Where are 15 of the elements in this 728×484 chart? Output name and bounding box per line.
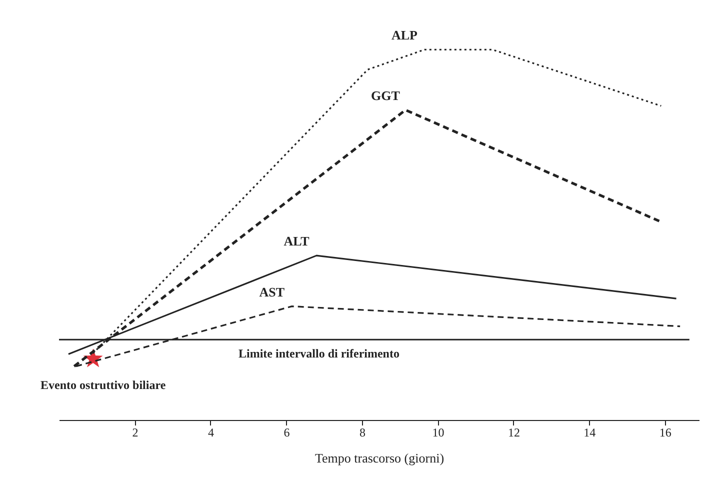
series-label: AST xyxy=(259,284,285,300)
x-tick-label: 4 xyxy=(208,426,214,440)
series-label: GGT xyxy=(371,88,400,103)
x-tick-label: 16 xyxy=(659,426,672,440)
x-tick-label: 12 xyxy=(508,426,520,440)
x-axis-title: Tempo trascorso (giorni) xyxy=(314,450,444,466)
x-tick-label: 14 xyxy=(584,426,596,440)
ref-line-label: Limite intervallo di riferimento xyxy=(238,346,400,361)
x-tick-label: 6 xyxy=(284,426,290,440)
x-tick-label: 2 xyxy=(132,426,138,440)
series-label: ALT xyxy=(284,234,310,249)
annotation: Evento ostruttivo biliare xyxy=(40,378,166,392)
series-label: ALP xyxy=(391,28,418,43)
x-tick-label: 10 xyxy=(432,426,444,440)
x-tick-label: 8 xyxy=(359,426,366,440)
